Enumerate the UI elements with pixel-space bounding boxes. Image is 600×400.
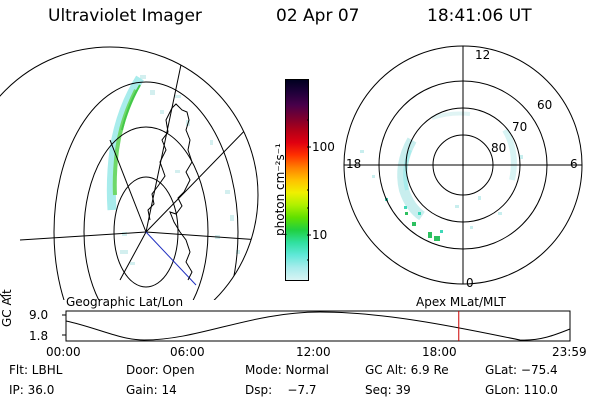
- timeline-xtick-3: 18:00: [422, 345, 457, 359]
- colorbar-ticks: [307, 119, 311, 261]
- info-gain: Gain: 14: [126, 383, 177, 397]
- mlt-label-0: 0: [466, 276, 474, 290]
- mlt-label-6: 6: [570, 157, 578, 171]
- mlt-label-18: 18: [346, 157, 362, 171]
- observation-date: 02 Apr 07: [276, 6, 360, 26]
- colorbar-gradient: [286, 80, 308, 280]
- info-glon: GLon: 110.0: [485, 383, 558, 397]
- polar-plot: [343, 45, 583, 285]
- geo-panel-label: Geographic Lat/Lon: [66, 295, 184, 309]
- timeline-xtick-4: 23:59: [552, 345, 587, 359]
- info-mode: Mode: Normal: [245, 363, 329, 377]
- colorbar-tick-100: 100: [312, 140, 335, 154]
- info-dsp: Dsp: −7.7: [245, 383, 317, 397]
- info-seq: Seq: 39: [365, 383, 411, 397]
- observation-time: 18:41:06 UT: [427, 6, 532, 26]
- timeline-ytick-high: 9.0: [29, 308, 49, 322]
- timeline-xtick-1: 06:00: [170, 345, 205, 359]
- polar-grid: [343, 45, 583, 285]
- polar-aurora: [397, 111, 517, 221]
- polar-panel-label: Apex MLat/MLT: [416, 295, 506, 309]
- mlat-label-60: 60: [537, 98, 553, 112]
- colorbar: [285, 79, 309, 281]
- mlat-label-70: 70: [512, 120, 528, 134]
- info-filter: Flt: LBHL: [9, 363, 63, 377]
- instrument-title: Ultraviolet Imager: [48, 6, 202, 26]
- timeline-xtick-2: 12:00: [296, 345, 331, 359]
- info-gc-alt: GC Alt: 6.9 Re: [365, 363, 449, 377]
- timeline-frame: [65, 310, 571, 342]
- timeline-ytick-low: 1.8: [29, 329, 49, 343]
- mlat-label-80: 80: [491, 141, 507, 155]
- timeline-xtick-0: 00:00: [46, 345, 81, 359]
- coastline: [147, 103, 193, 281]
- altitude-curve: [65, 311, 571, 341]
- info-ip: IP: 36.0: [9, 383, 55, 397]
- mlt-label-12: 12: [475, 48, 491, 62]
- earth-limb: [0, 46, 259, 300]
- info-door: Door: Open: [126, 363, 195, 377]
- colorbar-tick-10: 10: [312, 228, 328, 242]
- info-glat: GLat: −75.4: [485, 363, 558, 377]
- geographic-map: [0, 46, 259, 300]
